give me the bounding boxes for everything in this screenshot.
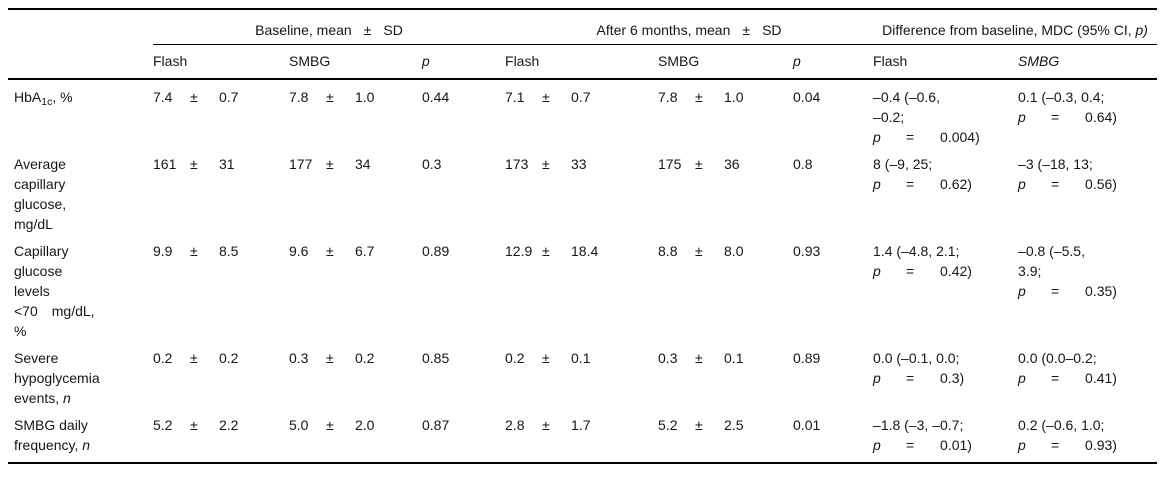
- diff-flash-value: 0.0 (–0.1, 0.0; p = 0.3): [873, 350, 965, 386]
- row-label: Capillary glucose levels <70 mg/dL, %: [14, 243, 95, 339]
- header-group-difference: Difference from baseline, MDC (95% CI, p…: [873, 9, 1158, 45]
- baseline-p-value: 0.85: [422, 350, 450, 366]
- after-p-value: 0.8: [793, 156, 813, 172]
- col-header-after-smbg: SMBG: [658, 44, 794, 80]
- col-header-baseline-p: p: [422, 44, 506, 80]
- diff-flash-value: 1.4 (–4.8, 2.1; p = 0.42): [873, 243, 972, 279]
- plus-minus-sign: ±: [190, 156, 198, 172]
- baseline-flash-value: 161 ±31: [153, 156, 235, 172]
- baseline-smbg-value: 0.3 ±0.2: [289, 350, 375, 366]
- row-label-header: [8, 9, 153, 45]
- col-header-baseline-smbg: SMBG: [289, 44, 422, 80]
- baseline-smbg-value: 9.6 ±6.7: [289, 243, 375, 259]
- header-group-after-6-months: After 6 months, mean ± SD: [505, 9, 874, 45]
- row-label: HbA1c, %: [14, 89, 73, 108]
- plus-minus-sign: ±: [542, 243, 550, 259]
- diff-smbg-value: 0.1 (–0.3, 0.4; p = 0.64): [1018, 89, 1117, 125]
- after-flash-value: 0.2 ±0.1: [505, 350, 591, 366]
- col-header-after-p: p: [793, 44, 874, 80]
- after-flash-value: 7.1 ±0.7: [505, 89, 591, 105]
- after-p-value: 0.93: [793, 243, 821, 259]
- baseline-smbg-value: 177 ±34: [289, 156, 371, 172]
- diff-smbg-value: –3 (–18, 13; p = 0.56): [1018, 156, 1117, 192]
- row-label-header-empty: [8, 44, 153, 80]
- after-flash-value: 173 ±33: [505, 156, 587, 172]
- plus-minus-sign: ±: [542, 350, 550, 366]
- results-table: Baseline, mean ± SD After 6 months, mean ± S…: [8, 8, 1158, 464]
- after-flash-value: 12.9 ±18.4: [505, 243, 599, 259]
- diff-flash-value: –0.4 (–0.6, –0.2; p = 0.004): [873, 89, 980, 145]
- header-group-baseline: Baseline, mean ± SD: [153, 9, 506, 45]
- plus-minus-sign: ±: [542, 417, 550, 433]
- sub-header-row: Flash SMBG p Flash SMBG p Flash SMBG: [8, 44, 1158, 80]
- plus-minus-sign: ±: [742, 22, 751, 38]
- baseline-smbg-value: 7.8 ±1.0: [289, 89, 375, 105]
- baseline-flash-value: 7.4 ±0.7: [153, 89, 239, 105]
- table-row-smbg-daily-frequency: SMBG daily frequency, n 5.2 ±2.2 5.0 ±2.0 …: [8, 408, 1157, 463]
- plus-minus-sign: ±: [363, 22, 372, 38]
- col-header-diff-smbg: SMBG: [1018, 44, 1158, 80]
- col-header-after-flash: Flash: [505, 44, 659, 80]
- plus-minus-sign: ±: [542, 156, 550, 172]
- table-row-hba1c: HbA1c, % 7.4 ±0.7 7.8 ±1.0 0.44 7.1 ±0.7 7.…: [8, 79, 1157, 147]
- group-header-row: Baseline, mean ± SD After 6 months, mean ± S…: [8, 9, 1158, 45]
- baseline-p-value: 0.89: [422, 243, 450, 259]
- row-label: Average capillary glucose, mg/dL: [14, 156, 67, 232]
- baseline-flash-value: 5.2 ±2.2: [153, 417, 239, 433]
- plus-minus-sign: ±: [190, 417, 198, 433]
- after-smbg-value: 8.8 ±8.0: [658, 243, 744, 259]
- plus-minus-sign: ±: [695, 156, 703, 172]
- col-header-baseline-flash: Flash: [153, 44, 289, 80]
- baseline-p-value: 0.3: [422, 156, 442, 172]
- baseline-p-value: 0.87: [422, 417, 450, 433]
- baseline-smbg-value: 5.0 ±2.0: [289, 417, 375, 433]
- diff-smbg-value: 0.0 (0.0–0.2; p = 0.41): [1018, 350, 1117, 386]
- after-smbg-value: 175 ±36: [658, 156, 740, 172]
- after-p-value: 0.04: [793, 89, 821, 105]
- after-smbg-value: 7.8 ±1.0: [658, 89, 744, 105]
- baseline-flash-value: 0.2 ±0.2: [153, 350, 239, 366]
- table-row-capillary-glucose-below-70: Capillary glucose levels <70 mg/dL, % 9.…: [8, 234, 1157, 341]
- diff-flash-value: 8 (–9, 25; p = 0.62): [873, 156, 972, 192]
- diff-flash-value: –1.8 (–3, –0.7; p = 0.01): [873, 417, 972, 453]
- plus-minus-sign: ±: [326, 89, 334, 105]
- diff-smbg-value: 0.2 (–0.6, 1.0; p = 0.93): [1018, 417, 1117, 453]
- after-flash-value: 2.8 ±1.7: [505, 417, 591, 433]
- row-label: SMBG daily frequency, n: [14, 417, 91, 453]
- plus-minus-sign: ±: [190, 243, 198, 259]
- plus-minus-sign: ±: [326, 243, 334, 259]
- baseline-p-value: 0.44: [422, 89, 450, 105]
- after-smbg-value: 5.2 ±2.5: [658, 417, 744, 433]
- after-p-value: 0.89: [793, 350, 821, 366]
- plus-minus-sign: ±: [542, 89, 550, 105]
- after-p-value: 0.01: [793, 417, 821, 433]
- plus-minus-sign: ±: [695, 243, 703, 259]
- plus-minus-sign: ±: [326, 156, 334, 172]
- plus-minus-sign: ±: [190, 89, 198, 105]
- plus-minus-sign: ±: [695, 350, 703, 366]
- plus-minus-sign: ±: [326, 350, 334, 366]
- plus-minus-sign: ±: [190, 350, 198, 366]
- row-label: Severe hypoglycemia events, n: [14, 350, 100, 406]
- subscript: 1c: [41, 96, 53, 108]
- table-row-average-capillary-glucose: Average capillary glucose, mg/dL 161 ±31 …: [8, 147, 1157, 234]
- plus-minus-sign: ±: [695, 89, 703, 105]
- table-row-severe-hypoglycemia-events: Severe hypoglycemia events, n 0.2 ±0.2 0.…: [8, 341, 1157, 408]
- diff-smbg-value: –0.8 (–5.5, 3.9; p = 0.35): [1018, 243, 1117, 299]
- plus-minus-sign: ±: [326, 417, 334, 433]
- after-smbg-value: 0.3 ±0.1: [658, 350, 744, 366]
- col-header-diff-flash: Flash: [873, 44, 1019, 80]
- plus-minus-sign: ±: [695, 417, 703, 433]
- baseline-flash-value: 9.9 ±8.5: [153, 243, 239, 259]
